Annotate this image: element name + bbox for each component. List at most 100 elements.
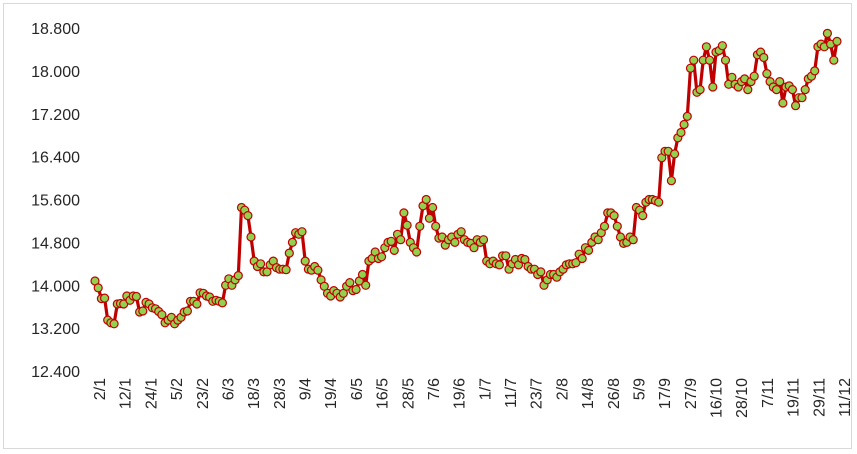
data-point	[536, 267, 546, 277]
data-point	[415, 221, 425, 231]
x-tick-label: 7/11	[760, 378, 777, 408]
y-tick-label: 12.400	[31, 364, 80, 381]
data-point	[583, 245, 594, 255]
data-point	[399, 208, 409, 218]
data-point	[99, 293, 110, 303]
data-point	[357, 269, 368, 280]
x-tick-label: 7/6	[426, 378, 443, 400]
data-point	[704, 55, 715, 65]
data-point	[402, 220, 412, 230]
data-point	[377, 252, 387, 262]
x-tick-label: 19/4	[323, 378, 340, 409]
x-tick-label: 24/1	[143, 378, 160, 409]
data-point	[412, 247, 422, 257]
data-point	[138, 306, 148, 316]
x-tick-label: 23/2	[195, 378, 212, 409]
data-point	[679, 119, 689, 130]
x-tick-label: 19/6	[452, 378, 469, 409]
series-line	[93, 31, 839, 326]
y-tick-label: 15.600	[31, 193, 80, 210]
data-point	[822, 28, 833, 38]
data-point	[300, 256, 310, 266]
data-point	[256, 259, 266, 269]
data-point	[192, 299, 202, 309]
data-point	[638, 211, 648, 221]
x-tick-label: 2/8	[554, 378, 571, 400]
x-axis: 2/1 12/1 24/1 5/2 23/2 6/3 18/3 28/3 9/4 19/4 6/5 1…	[92, 378, 853, 418]
data-point	[701, 42, 712, 52]
data-point	[456, 227, 466, 237]
data-point	[396, 235, 406, 245]
data-point	[313, 265, 323, 275]
data-point	[246, 232, 256, 242]
data-point	[708, 82, 718, 92]
data-point	[157, 310, 167, 320]
x-tick-label: 28/10	[734, 378, 751, 418]
data-point	[351, 284, 361, 295]
data-point	[689, 55, 699, 65]
data-point	[832, 36, 842, 47]
x-tick-label: 17/9	[657, 378, 674, 409]
x-tick-label: 5/2	[169, 378, 186, 400]
data-point	[577, 253, 587, 264]
data-point	[628, 235, 638, 245]
data-point	[685, 63, 696, 73]
data-point	[571, 258, 581, 268]
data-point	[345, 278, 355, 288]
data-point	[217, 298, 227, 308]
data-point	[182, 306, 192, 316]
data-point	[424, 213, 434, 223]
x-tick-label: 23/7	[529, 378, 546, 409]
data-point	[599, 221, 610, 231]
data-point	[676, 127, 686, 138]
data-point	[494, 260, 504, 270]
x-tick-label: 6/5	[349, 378, 366, 400]
data-point	[717, 41, 728, 51]
x-tick-label: 29/11	[811, 378, 828, 417]
data-point	[759, 52, 769, 63]
data-point	[284, 248, 294, 258]
data-point	[93, 283, 103, 293]
data-point	[386, 236, 396, 246]
data-point	[131, 291, 141, 302]
x-tick-label: 27/9	[683, 378, 700, 409]
data-point	[771, 84, 782, 95]
x-tick-label: 11/7	[503, 378, 520, 408]
data-point	[428, 202, 438, 213]
x-tick-label: 11/12	[837, 378, 853, 417]
y-tick-label: 14.800	[31, 235, 80, 252]
data-point	[297, 227, 307, 237]
x-tick-label: 18/3	[246, 378, 263, 409]
x-tick-label: 16/10	[709, 378, 726, 418]
data-point	[787, 84, 798, 95]
data-point	[695, 84, 705, 95]
chart-frame: 12.400 13.200 14.000 14.800 15.600 16.400 17.2…	[3, 3, 853, 449]
data-point	[389, 245, 399, 255]
x-tick-label: 19/11	[786, 378, 803, 417]
series-layer	[90, 28, 842, 329]
line-chart: 12.400 13.200 14.000 14.800 15.600 16.400 17.2…	[31, 21, 853, 418]
data-point	[790, 101, 801, 111]
x-tick-label: 1/7	[477, 378, 494, 400]
data-point	[762, 68, 772, 79]
data-point	[666, 176, 677, 186]
data-point	[243, 211, 253, 221]
data-point	[743, 84, 753, 95]
x-tick-label: 12/1	[118, 378, 135, 409]
data-point	[421, 194, 431, 205]
y-tick-label: 16.400	[31, 150, 80, 167]
data-point	[829, 55, 839, 65]
data-point	[775, 76, 785, 87]
data-point	[720, 55, 731, 65]
x-tick-label: 14/8	[580, 378, 597, 409]
data-point	[654, 197, 664, 207]
x-tick-label: 16/5	[375, 378, 392, 409]
y-tick-label: 18.800	[31, 21, 80, 38]
data-point	[609, 211, 619, 221]
data-point	[778, 98, 788, 108]
data-point	[469, 243, 479, 253]
y-tick-label: 14.000	[31, 278, 80, 295]
data-point	[669, 149, 680, 159]
x-tick-label: 9/4	[298, 378, 315, 400]
x-tick-label: 28/3	[272, 378, 289, 409]
